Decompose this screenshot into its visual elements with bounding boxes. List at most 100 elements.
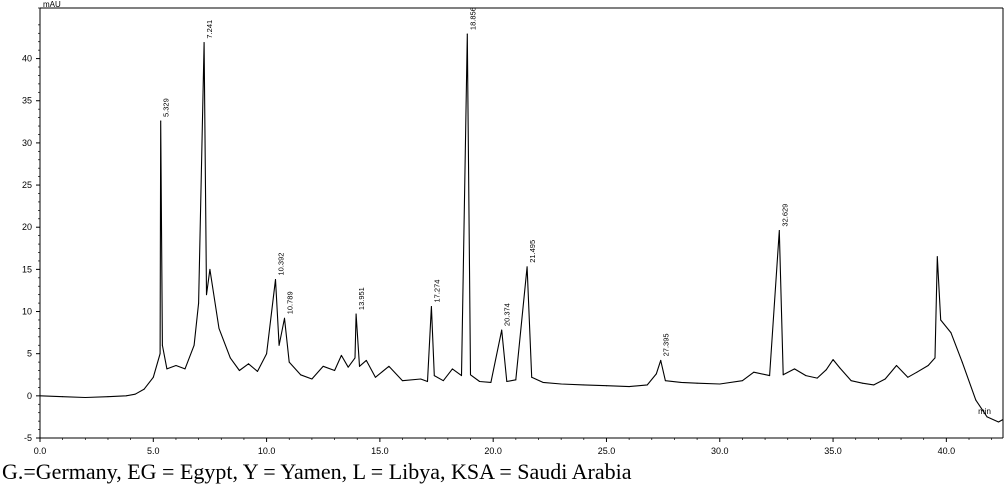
y-tick-label: -5 <box>24 433 32 443</box>
peak-label: 17.274 <box>432 280 441 303</box>
x-tick-label: 25.0 <box>598 446 616 456</box>
data-point <box>778 230 780 232</box>
data-point <box>506 381 508 383</box>
data-point <box>274 278 276 280</box>
data-point <box>850 380 852 382</box>
data-point <box>161 344 163 346</box>
data-point <box>152 376 154 378</box>
data-point <box>680 381 682 383</box>
data-point <box>460 375 462 377</box>
data-point <box>334 370 336 372</box>
data-point <box>794 368 796 370</box>
data-point <box>322 365 324 367</box>
data-point <box>490 381 492 383</box>
data-point <box>247 363 249 365</box>
data-point <box>433 375 435 377</box>
axes: -5 0 5 10 15 20 25 30 35 40 0.0 5.0 10.0 15.0 20.0 25.0… <box>22 0 1004 456</box>
data-point <box>288 361 290 363</box>
data-point <box>753 371 755 373</box>
data-point <box>193 344 195 346</box>
data-point <box>354 357 356 359</box>
data-point <box>402 380 404 382</box>
data-point <box>311 378 313 380</box>
data-point <box>884 378 886 380</box>
data-point <box>501 329 503 331</box>
data-point <box>526 266 528 268</box>
data-point <box>719 383 721 385</box>
data-point <box>257 370 259 372</box>
data-point <box>125 395 127 397</box>
data-point <box>961 361 963 363</box>
data-point <box>218 327 220 329</box>
data-point <box>531 376 533 378</box>
data-point <box>238 370 240 372</box>
data-point <box>466 33 468 35</box>
y-tick-label: 5 <box>27 349 32 359</box>
y-tick-label: 10 <box>22 307 32 317</box>
data-point <box>997 421 999 423</box>
data-point <box>664 380 666 382</box>
data-point <box>825 369 827 371</box>
peak-label: 18.856 <box>468 7 477 30</box>
y-tick-label: 25 <box>22 180 32 190</box>
data-point <box>907 376 909 378</box>
peak-label: 20.374 <box>503 303 512 326</box>
data-point <box>84 397 86 399</box>
data-point <box>862 382 864 384</box>
data-point <box>355 313 357 315</box>
data-point <box>430 305 432 307</box>
data-point <box>655 373 657 375</box>
data-point <box>896 364 898 366</box>
data-point <box>975 399 977 401</box>
peak-label: 21.495 <box>528 240 537 263</box>
data-point <box>166 368 168 370</box>
data-point <box>206 294 208 296</box>
data-point <box>300 374 302 376</box>
data-point <box>134 393 136 395</box>
y-tick-label: 30 <box>22 138 32 148</box>
data-point <box>160 120 162 122</box>
data-point <box>374 376 376 378</box>
data-point <box>159 353 161 355</box>
data-point <box>203 42 205 44</box>
data-point <box>605 385 607 387</box>
data-point <box>266 353 268 355</box>
data-point <box>340 354 342 356</box>
peak-label: 32.629 <box>780 204 789 227</box>
data-point <box>934 357 936 359</box>
data-point <box>741 380 743 382</box>
data-point <box>209 268 211 270</box>
data-point <box>696 382 698 384</box>
chromatogram-trace-0 <box>39 33 1004 423</box>
data-point <box>470 374 472 376</box>
data-point <box>283 317 285 319</box>
peak-label: 27.395 <box>662 333 671 356</box>
data-point <box>936 256 938 258</box>
data-point <box>916 371 918 373</box>
figure-caption: G.=Germany, EG = Egypt, Y = Yamen, L = L… <box>2 459 632 484</box>
data-point <box>175 364 177 366</box>
x-tick-label: 15.0 <box>371 446 389 456</box>
x-tick-label: 0.0 <box>34 446 47 456</box>
data-point <box>832 359 834 361</box>
data-point <box>426 381 428 383</box>
data-point <box>388 365 390 367</box>
peak-label: 10.392 <box>277 253 286 276</box>
peak-label: 10.789 <box>286 291 295 314</box>
data-point <box>769 375 771 377</box>
y-tick-label: 20 <box>22 222 32 232</box>
data-point <box>986 416 988 418</box>
data-point <box>143 388 145 390</box>
x-tick-label: 5.0 <box>147 446 160 456</box>
data-point <box>479 381 481 383</box>
chromatogram-chart: -5 0 5 10 15 20 25 30 35 40 0.0 5.0 10.0 15.0 20.0 25.0… <box>22 0 1004 456</box>
data-point <box>782 374 784 376</box>
data-point <box>839 367 841 369</box>
data-point <box>278 344 280 346</box>
data-point <box>347 366 349 368</box>
data-point <box>583 384 585 386</box>
data-point <box>646 384 648 386</box>
data-point <box>62 396 64 398</box>
data-point <box>660 359 662 361</box>
x-tick-label: 20.0 <box>484 446 502 456</box>
